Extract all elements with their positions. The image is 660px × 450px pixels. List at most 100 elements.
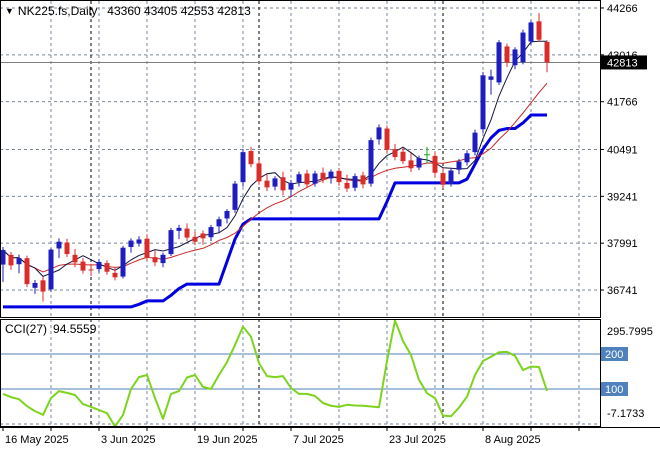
candle xyxy=(336,170,342,183)
candle xyxy=(176,227,182,231)
svg-text:7 Jul 2025: 7 Jul 2025 xyxy=(293,434,344,446)
svg-text:200: 200 xyxy=(605,349,623,361)
candle xyxy=(544,41,550,63)
candle xyxy=(344,182,350,189)
svg-text:40491: 40491 xyxy=(607,144,638,156)
candle xyxy=(488,76,494,80)
svg-text:295.7995: 295.7995 xyxy=(607,326,653,338)
candle xyxy=(16,258,22,265)
trailing-stop-line xyxy=(3,113,547,309)
cci-line xyxy=(2,319,548,428)
candle xyxy=(432,155,438,173)
candle xyxy=(128,240,134,247)
candle xyxy=(280,177,286,191)
candle xyxy=(192,236,198,242)
candle xyxy=(520,32,526,63)
candle xyxy=(496,42,502,83)
candle xyxy=(272,178,278,187)
candle xyxy=(320,172,326,180)
candle xyxy=(464,153,470,163)
candle xyxy=(232,183,238,210)
svg-text:44266: 44266 xyxy=(607,3,638,15)
month-separators xyxy=(90,1,444,427)
cci-axis[interactable]: 295.7995 200 100 -7.1733 xyxy=(600,326,653,420)
candle xyxy=(416,158,422,168)
slow-ma-line xyxy=(2,82,548,273)
candle xyxy=(472,132,478,153)
candles-layer xyxy=(0,13,550,302)
candle xyxy=(392,149,398,158)
candle xyxy=(120,247,126,277)
svg-text:36741: 36741 xyxy=(607,285,638,297)
candle xyxy=(440,173,446,185)
chart-title: ▼ NK225.fs,Daily 43360 43405 42553 42813 xyxy=(5,4,251,18)
fast-ma-line xyxy=(2,40,547,277)
cci-level-lines xyxy=(0,353,600,390)
cci-level-tag xyxy=(601,347,628,361)
candle xyxy=(536,21,542,40)
panel-borders xyxy=(0,0,660,428)
cci-level-tag xyxy=(601,382,628,397)
candle xyxy=(408,160,414,169)
candle xyxy=(512,49,518,66)
svg-text:23 Jul 2025: 23 Jul 2025 xyxy=(389,434,446,446)
candle xyxy=(296,174,302,183)
candle xyxy=(248,151,254,165)
candle xyxy=(360,175,366,185)
candle xyxy=(32,282,38,288)
candle xyxy=(88,269,94,271)
candle xyxy=(48,249,54,290)
candle xyxy=(112,272,118,278)
candle xyxy=(0,249,6,265)
svg-text:3 Jun 2025: 3 Jun 2025 xyxy=(101,434,155,446)
last-price-tag xyxy=(601,55,647,70)
candle xyxy=(312,173,318,184)
candle xyxy=(40,280,46,292)
candle xyxy=(456,161,462,170)
collapse-triangle-icon[interactable]: ▼ xyxy=(5,6,14,16)
svg-text:42813: 42813 xyxy=(607,57,638,69)
candle xyxy=(264,180,270,188)
candle xyxy=(480,75,486,130)
svg-text:100: 100 xyxy=(605,384,623,396)
candle xyxy=(24,258,30,285)
svg-text:39241: 39241 xyxy=(607,191,638,203)
candle xyxy=(216,219,222,227)
candle xyxy=(368,140,374,184)
candle xyxy=(8,254,14,266)
candle xyxy=(304,173,310,185)
candle xyxy=(384,128,390,150)
candle xyxy=(160,254,166,264)
candle xyxy=(136,239,142,244)
candle xyxy=(224,210,230,219)
candle xyxy=(376,127,382,140)
svg-text:19 Jun 2025: 19 Jun 2025 xyxy=(197,434,258,446)
grid-lines xyxy=(0,1,600,427)
candle xyxy=(528,22,534,42)
candle xyxy=(352,176,358,188)
candle xyxy=(288,182,294,190)
candle xyxy=(400,151,406,162)
svg-text:8 Aug 2025: 8 Aug 2025 xyxy=(485,434,541,446)
candle xyxy=(80,261,86,271)
symbol-period-label: NK225.fs,Daily xyxy=(17,4,98,18)
svg-text:41766: 41766 xyxy=(607,97,638,109)
candle xyxy=(144,238,150,258)
ohlc-values: 43360 43405 42553 42813 xyxy=(107,4,251,18)
indicator-label: CCI(27) 94.5559 xyxy=(5,322,96,336)
candle xyxy=(72,254,78,263)
candle xyxy=(200,233,206,239)
candle xyxy=(56,241,62,249)
candle xyxy=(64,242,70,255)
candle xyxy=(96,261,102,270)
candle xyxy=(448,170,454,184)
candle xyxy=(104,263,110,272)
svg-text:37991: 37991 xyxy=(607,238,638,250)
date-axis[interactable]: 16 May 2025 3 Jun 2025 19 Jun 2025 7 Jul 20… xyxy=(2,428,580,446)
price-axis[interactable]: 4426643016417664049139241379913674142813 xyxy=(600,3,647,297)
candle xyxy=(152,257,158,263)
candle xyxy=(504,46,510,63)
